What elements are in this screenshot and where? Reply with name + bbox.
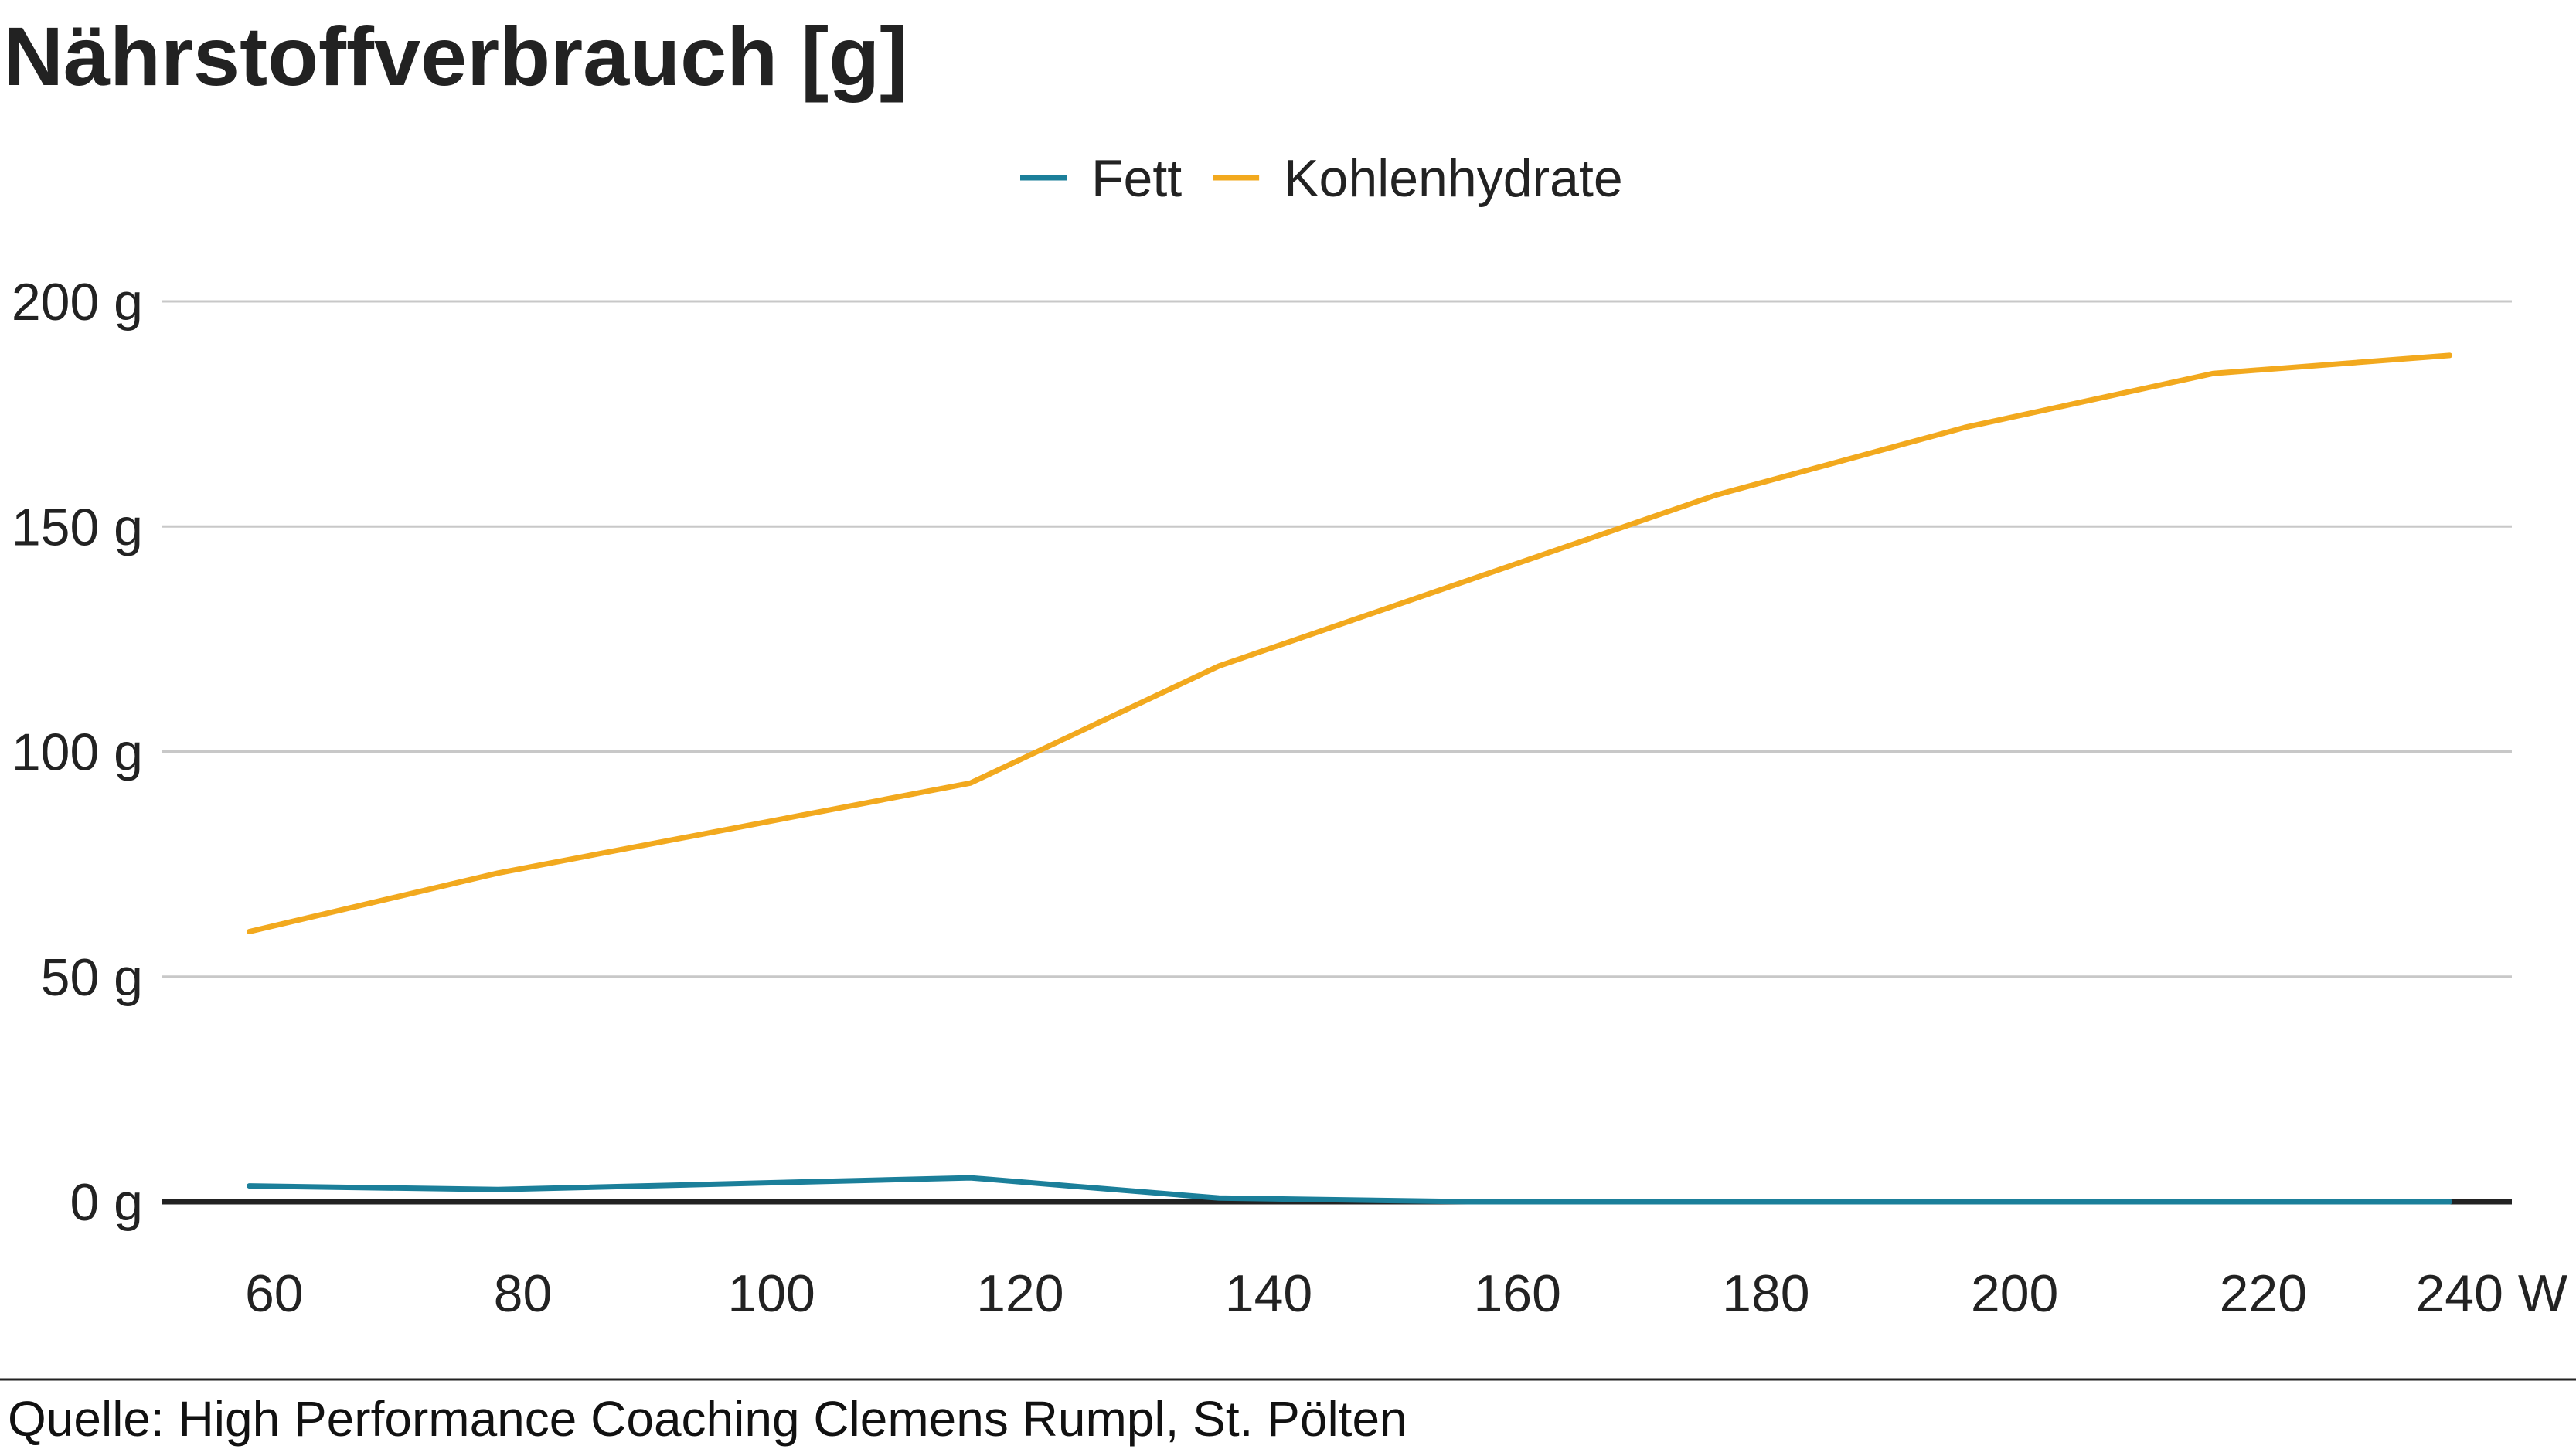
x-tick-label: 220: [2220, 1264, 2307, 1323]
x-tick-label: 160: [1473, 1264, 1560, 1323]
x-tick-label: 120: [976, 1264, 1063, 1323]
y-axis-ticks: 0 g 50 g 100 g 150 g 200 g: [12, 273, 143, 1232]
x-tick-label: 60: [245, 1264, 304, 1323]
source-note: Quelle: High Performance Coaching Clemen…: [8, 1391, 1407, 1447]
x-tick-label: 140: [1225, 1264, 1312, 1323]
series-lines: [247, 352, 2453, 1205]
chart-title: Nährstoffverbrauch [g]: [3, 9, 907, 103]
series-line-fett: [247, 1175, 2453, 1205]
y-tick-label: 100 g: [12, 723, 143, 782]
x-axis-ticks: 60 80 100 120 140 160 180 200 220 240 W: [245, 1264, 2567, 1323]
x-tick-label: 180: [1722, 1264, 1809, 1323]
y-tick-label: 150 g: [12, 498, 143, 556]
x-tick-label: 100: [727, 1264, 815, 1323]
y-tick-label: 0 g: [70, 1173, 143, 1232]
legend-label-kohlenhydrate: Kohlenhydrate: [1284, 149, 1623, 208]
series-line-kohlenhydrate: [247, 352, 2453, 934]
y-tick-label: 200 g: [12, 273, 143, 332]
legend: Fett Kohlenhydrate: [1020, 149, 1623, 208]
x-tick-label: 240 W: [2415, 1264, 2567, 1323]
y-tick-label: 50 g: [41, 948, 143, 1007]
x-tick-label: 200: [1971, 1264, 2058, 1323]
legend-label-fett: Fett: [1091, 149, 1182, 208]
grid-lines: [162, 300, 2512, 1205]
x-tick-label: 80: [494, 1264, 553, 1323]
